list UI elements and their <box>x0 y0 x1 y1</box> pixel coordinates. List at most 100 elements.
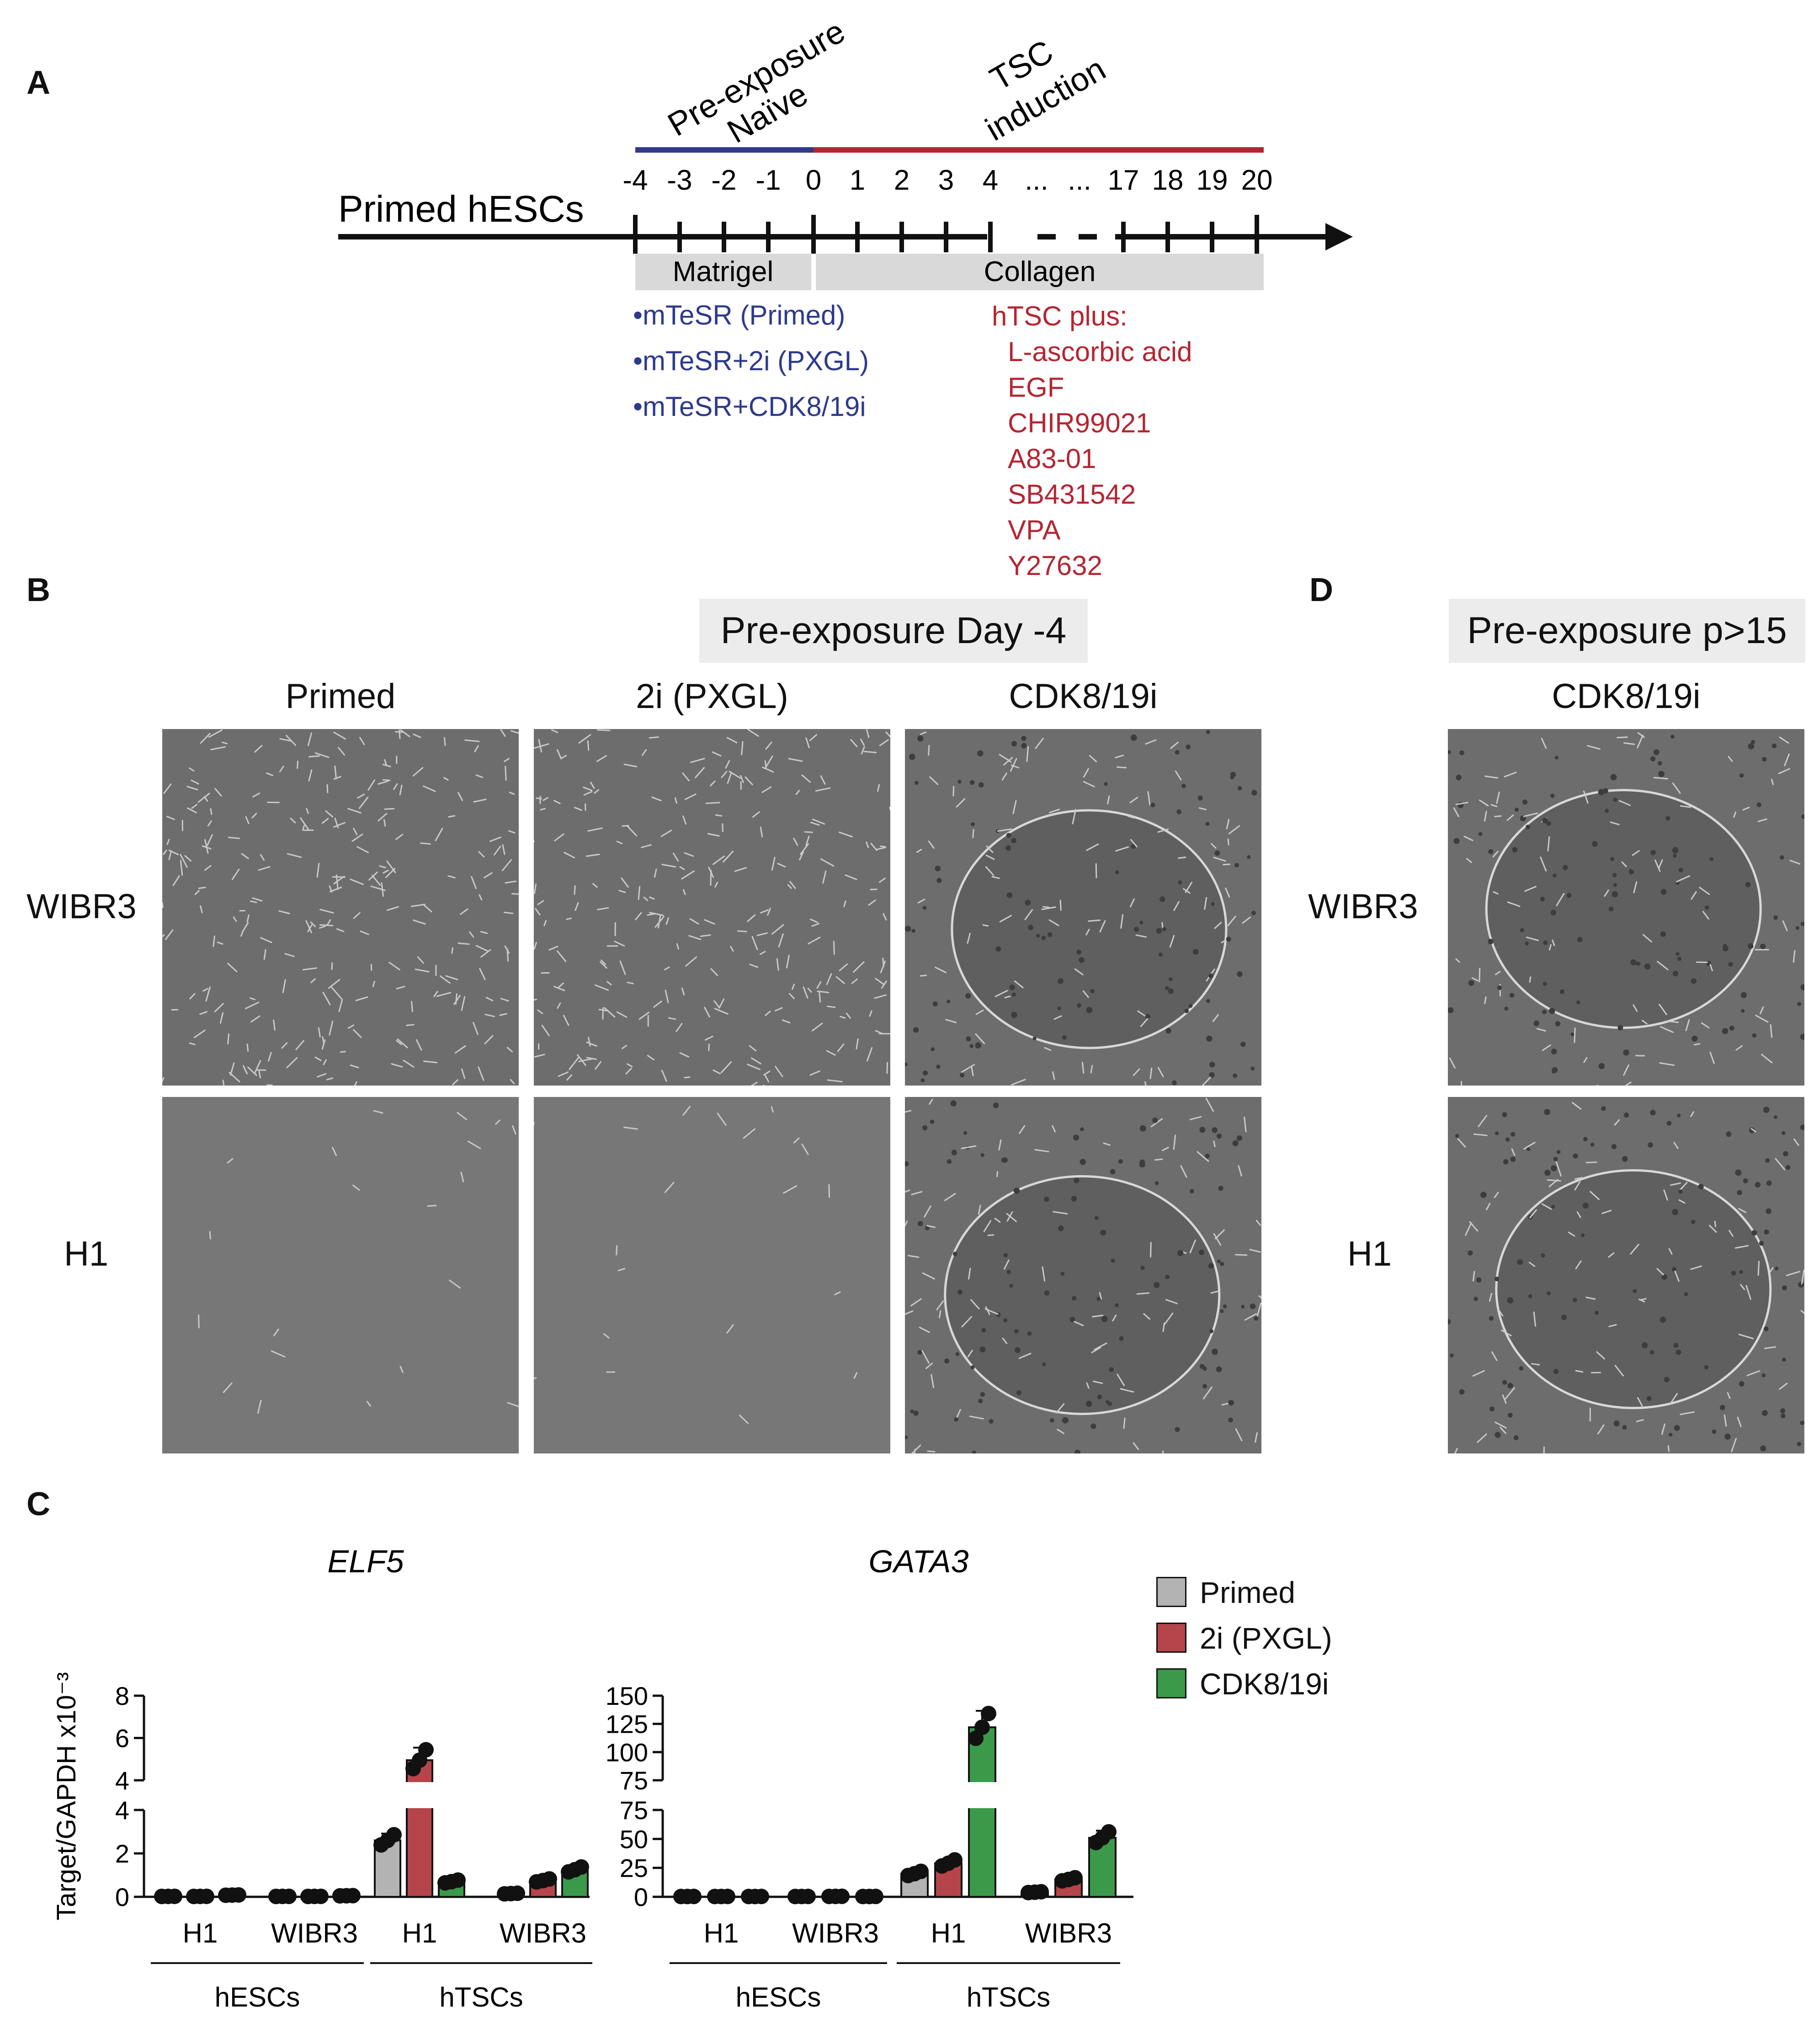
cell-shape <box>378 780 388 785</box>
data-point <box>450 1872 466 1888</box>
data-point <box>199 1888 214 1904</box>
cell-shape <box>635 912 642 921</box>
cell-shape <box>1673 1142 1679 1149</box>
cell-shape <box>1731 1437 1737 1453</box>
cell-shape <box>1547 836 1550 852</box>
day-label: -2 <box>711 165 736 196</box>
cell-shape <box>944 1192 956 1201</box>
cell-nucleus <box>1476 1277 1482 1283</box>
cell-shape <box>569 1057 579 1070</box>
cell-nucleus <box>978 782 984 788</box>
cell-nucleus <box>1550 1165 1557 1171</box>
cell-nucleus <box>1800 1124 1804 1130</box>
cell-nucleus <box>1525 941 1529 946</box>
cell-shape <box>534 999 537 1001</box>
cell-shape <box>975 1033 985 1044</box>
cell-shape <box>199 1011 208 1015</box>
cell-nucleus <box>1737 1190 1742 1196</box>
cell-nucleus <box>1047 932 1053 937</box>
cell-shape <box>399 784 403 796</box>
cell-shape <box>917 899 925 904</box>
cell-shape <box>1728 756 1733 762</box>
cell-nucleus <box>1542 982 1547 986</box>
cell-shape <box>557 1002 561 1009</box>
cell-shape <box>1213 857 1226 862</box>
cell-shape <box>214 1003 224 1012</box>
cell-shape <box>1691 891 1697 900</box>
cell-nucleus <box>1745 882 1751 888</box>
cell-shape <box>653 1001 662 1008</box>
micrograph-background <box>534 1097 890 1453</box>
cell-nucleus <box>1613 797 1617 802</box>
cell-shape <box>227 963 238 972</box>
cell-nucleus <box>1111 1258 1116 1263</box>
cell-shape <box>333 876 345 884</box>
cell-shape <box>839 963 848 972</box>
cell-nucleus <box>1473 1296 1478 1301</box>
y-tick-label: 4 <box>115 1796 129 1825</box>
cell-shape <box>583 786 593 791</box>
cell-shape <box>373 1110 383 1114</box>
cell-shape <box>162 1077 165 1083</box>
cell-nucleus <box>1014 1329 1019 1334</box>
cell-shape <box>720 1061 732 1073</box>
cell-nucleus <box>1673 1343 1679 1348</box>
cell-nucleus <box>1782 1357 1786 1362</box>
colony-outline <box>1485 789 1762 1029</box>
cell-shape <box>1112 1315 1117 1322</box>
cell-shape <box>1472 1271 1475 1282</box>
cell-shape <box>222 1080 225 1086</box>
cell-shape <box>803 986 808 999</box>
cell-shape <box>1026 746 1029 762</box>
cell-shape <box>885 731 890 738</box>
cell-shape <box>399 1366 404 1373</box>
cell-nucleus <box>1541 1253 1545 1258</box>
cell-shape <box>543 797 548 801</box>
cell-nucleus <box>1165 1274 1170 1279</box>
colony-outline <box>944 1175 1221 1415</box>
cell-shape <box>999 754 1012 763</box>
cell-shape <box>1638 1299 1645 1303</box>
cell-shape <box>566 917 572 920</box>
cell-shape <box>578 734 591 744</box>
cell-shape <box>651 796 662 802</box>
cell-shape <box>331 987 342 1000</box>
cell-shape <box>1541 738 1547 749</box>
cell-shape <box>411 1001 413 1012</box>
cell-shape <box>883 913 887 921</box>
cell-nucleus <box>1216 1134 1222 1139</box>
cell-shape <box>952 786 955 797</box>
cell-shape <box>387 906 399 911</box>
cell-nucleus <box>1014 1347 1021 1353</box>
cell-shape <box>1690 1265 1702 1270</box>
cell-nucleus <box>1177 1250 1184 1256</box>
cell-shape <box>595 1061 602 1070</box>
cell-shape <box>684 1076 691 1079</box>
cell-nucleus <box>1773 1115 1777 1119</box>
cell-shape <box>1006 1213 1017 1222</box>
cell-shape <box>921 1350 930 1364</box>
cell-shape <box>228 836 240 839</box>
cell-shape <box>507 1402 519 1407</box>
cell-shape <box>775 1065 783 1077</box>
cell-nucleus <box>909 753 915 760</box>
cell-shape <box>1661 1423 1666 1435</box>
cell-shape <box>1596 1351 1605 1360</box>
cell-nucleus <box>1062 1417 1069 1424</box>
cell-shape <box>1709 964 1713 972</box>
y-tick-label: 0 <box>634 1883 648 1911</box>
cell-shape <box>336 928 345 932</box>
cell-shape <box>1637 1397 1643 1407</box>
cell-nucleus <box>1670 735 1675 739</box>
cell-shape <box>191 779 199 785</box>
cell-shape <box>381 882 384 897</box>
cell-shape <box>587 1037 591 1047</box>
cell-nucleus <box>1237 971 1243 977</box>
cell-nucleus <box>1677 1113 1681 1118</box>
cell-nucleus <box>1731 1270 1736 1276</box>
timeline-start-label: Primed hESCs <box>338 188 584 230</box>
row-label-d-h1: H1 <box>1347 1235 1392 1273</box>
x-group-label: hESCs <box>215 1982 300 2012</box>
cell-nucleus <box>1060 1272 1065 1276</box>
cell-shape <box>1782 920 1788 932</box>
